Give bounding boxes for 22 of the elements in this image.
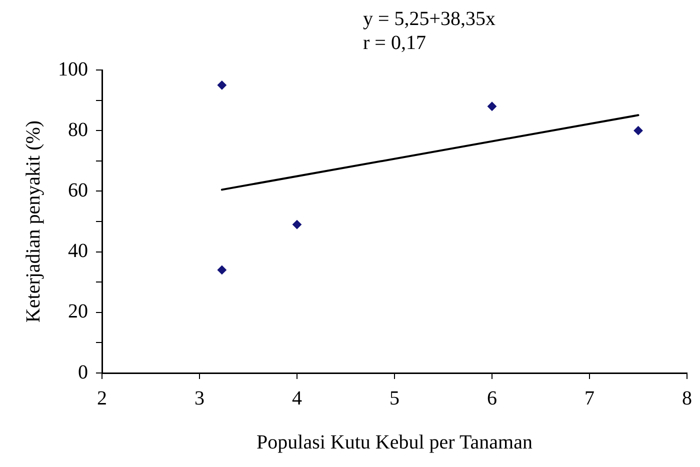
- point: [634, 126, 643, 136]
- x-tick-label: 8: [682, 387, 692, 410]
- x-tick-label: 2: [97, 387, 107, 410]
- text: r = 0,17: [363, 32, 426, 54]
- text: y = 5,25+38,35x: [363, 8, 496, 30]
- point: [217, 80, 226, 90]
- x-tick-label: 3: [194, 387, 204, 410]
- y-tick-label: 40: [68, 240, 88, 262]
- x-tick-label: 4: [292, 387, 302, 410]
- y-tick-label: 80: [68, 118, 88, 141]
- y-tick-label: 20: [68, 300, 88, 323]
- x-tick-label: 5: [390, 387, 400, 410]
- y-tick-label: 0: [78, 361, 88, 384]
- point: [292, 220, 302, 230]
- point: [217, 265, 226, 274]
- x-tick-label: 7: [584, 387, 594, 410]
- y-axis-title: Keterjadian penyakit (%): [22, 120, 44, 323]
- point: [488, 102, 496, 111]
- y-tick-label: 60: [68, 179, 88, 202]
- x-tick-label: 6: [487, 387, 497, 410]
- y-tick-label: 100: [58, 58, 88, 80]
- x-axis-title: Populasi Kutu Kebul per Tanaman: [256, 431, 532, 454]
